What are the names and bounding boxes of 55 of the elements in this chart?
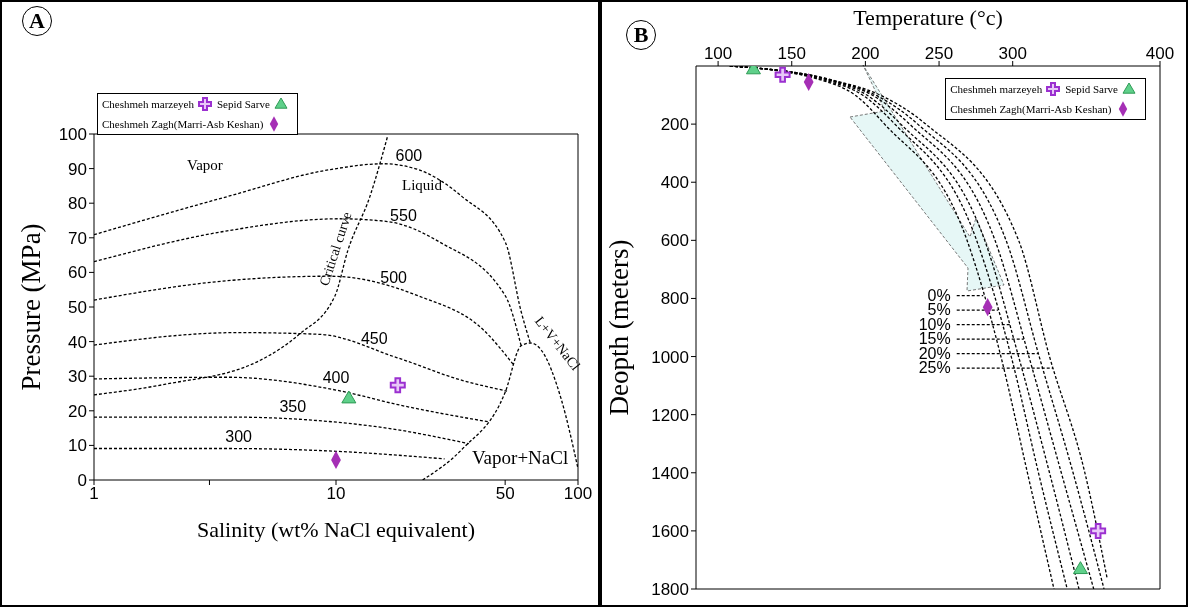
annotation: 600: [395, 146, 423, 164]
y-tick-label: 30: [68, 367, 87, 387]
x-tick-label: 100: [703, 44, 733, 63]
y-tick-label: 1000: [651, 347, 689, 367]
annotation: Liquid: [402, 177, 442, 194]
annotation: 450: [360, 329, 388, 347]
x-axis-title: Temperature (°c): [853, 4, 1003, 30]
y-tick-label: 100: [58, 125, 87, 145]
x-tick-label: 1: [89, 484, 99, 504]
x-tick-label: 200: [851, 44, 880, 63]
y-tick-label: 60: [68, 263, 87, 283]
chart-title: A: [22, 6, 52, 36]
legend-label: Sepid Sarve: [216, 96, 270, 112]
y-tick-label: 800: [660, 289, 689, 309]
y-tick-label: 90: [68, 159, 87, 179]
x-axis-title: Salinity (wt% NaCl equivalent): [197, 517, 475, 542]
x-tick-label: 300: [998, 44, 1027, 63]
y-tick-label: 1800: [651, 580, 689, 600]
y-axis-title: Pressure (MPa): [15, 223, 46, 391]
x-tick-label: 100: [563, 484, 593, 504]
y-axis-title: Deopth (meters): [603, 239, 634, 416]
y-tick-label: 10: [68, 436, 87, 456]
y-tick-label: 600: [660, 231, 689, 251]
y-tick-label: 400: [660, 173, 689, 193]
x-tick-label: 150: [777, 44, 806, 63]
x-tick-label: 400: [1145, 44, 1175, 63]
annotation: 500: [380, 269, 408, 287]
x-tick-label: 250: [924, 44, 954, 63]
annotation: Critical curve: [316, 210, 355, 288]
y-tick-label: 0: [77, 471, 87, 491]
annotation: 25%: [918, 359, 951, 377]
y-tick-label: 20: [68, 401, 87, 421]
y-tick-label: 80: [68, 194, 87, 214]
annotation: 300: [225, 427, 253, 445]
legend-label: Cheshmeh Zagh(Marri-Asb Keshan): [102, 116, 264, 132]
annotation: 0%: [927, 286, 951, 304]
y-tick-label: 1400: [651, 463, 689, 483]
legend-label: Cheshmeh marzeyeh: [102, 96, 194, 112]
annotation: 400: [322, 369, 350, 387]
annotation: 350: [279, 398, 307, 416]
y-tick-label: 40: [68, 332, 87, 352]
x-tick-label: 10: [326, 484, 346, 504]
y-tick-label: 50: [68, 298, 87, 318]
y-tick-label: 200: [660, 115, 689, 135]
x-tick-label: 50: [495, 484, 515, 504]
y-tick-label: 70: [68, 228, 87, 248]
legend-label: Sepid Sarve: [1065, 81, 1118, 97]
legend-label: Cheshmeh marzeyeh: [950, 81, 1043, 97]
annotation: Vapor: [187, 157, 223, 174]
y-tick-label: 1200: [651, 405, 689, 425]
chart-title: B: [626, 20, 656, 50]
annotation: Vapor+NaCl: [472, 447, 569, 469]
annotation: 550: [390, 207, 417, 225]
y-tick-label: 1600: [651, 521, 689, 541]
legend-label: Cheshmeh Zagh(Marri-Asb Keshan): [950, 101, 1112, 117]
